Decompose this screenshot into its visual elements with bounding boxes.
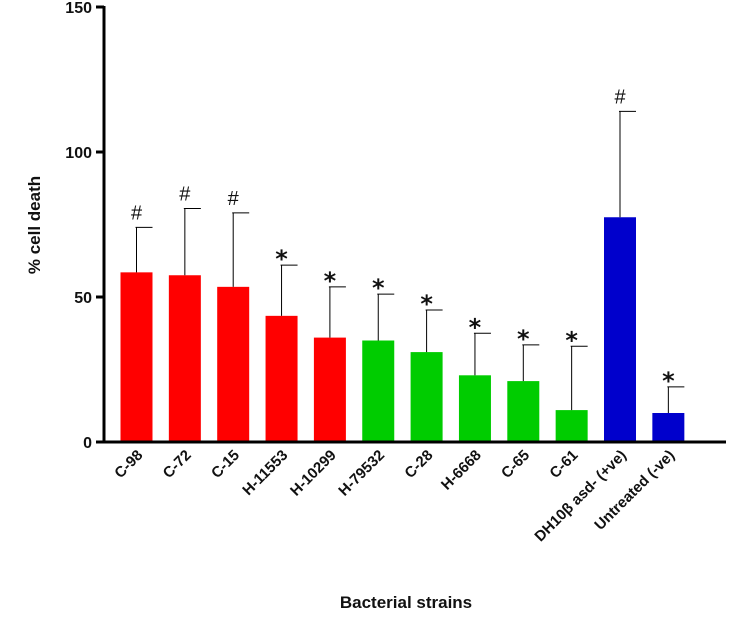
bar[interactable]	[604, 217, 636, 442]
x-tick-label: H-10299	[287, 447, 340, 500]
bar[interactable]	[217, 286, 250, 442]
x-tick-label: C-61	[546, 447, 581, 482]
x-tick-label: C-28	[401, 447, 436, 482]
y-tick-label: 0	[83, 435, 92, 452]
bar[interactable]	[265, 315, 298, 442]
significance-label: #	[614, 86, 626, 108]
bar[interactable]	[120, 272, 153, 442]
significance-label: *	[565, 326, 578, 354]
bar[interactable]	[458, 375, 491, 442]
significance-label: #	[131, 202, 143, 224]
x-tick-label: H-6668	[438, 447, 485, 494]
significance-label: *	[420, 290, 433, 318]
significance-label: #	[179, 184, 191, 206]
x-tick-label: H-79532	[335, 447, 388, 500]
y-tick-label: 150	[65, 0, 92, 17]
y-tick-label: 100	[65, 145, 92, 162]
significance-label: *	[372, 274, 385, 302]
significance-label: #	[228, 188, 240, 210]
bar[interactable]	[168, 275, 201, 442]
significance-label: *	[469, 313, 482, 341]
bar[interactable]	[313, 337, 346, 442]
x-tick-label: C-72	[160, 447, 195, 482]
significance-label: *	[517, 325, 530, 353]
bar[interactable]	[652, 413, 685, 442]
significance-label: *	[275, 245, 288, 273]
y-axis-title: % cell death	[25, 176, 44, 274]
bar[interactable]	[507, 381, 540, 442]
bar[interactable]	[362, 340, 395, 443]
x-tick-label: H-11553	[239, 447, 291, 499]
x-tick-label: C-65	[498, 447, 533, 482]
bar[interactable]	[555, 410, 588, 442]
y-tick-label: 50	[74, 290, 92, 307]
x-tick-label: C-15	[208, 447, 243, 482]
significance-label: *	[324, 267, 337, 295]
x-tick-label: C-98	[111, 447, 146, 482]
x-tick-label: DH10β asd- (+ve)	[531, 447, 629, 545]
bar[interactable]	[410, 352, 443, 442]
significance-label: *	[662, 367, 675, 395]
x-axis-title: Bacterial strains	[340, 593, 472, 612]
